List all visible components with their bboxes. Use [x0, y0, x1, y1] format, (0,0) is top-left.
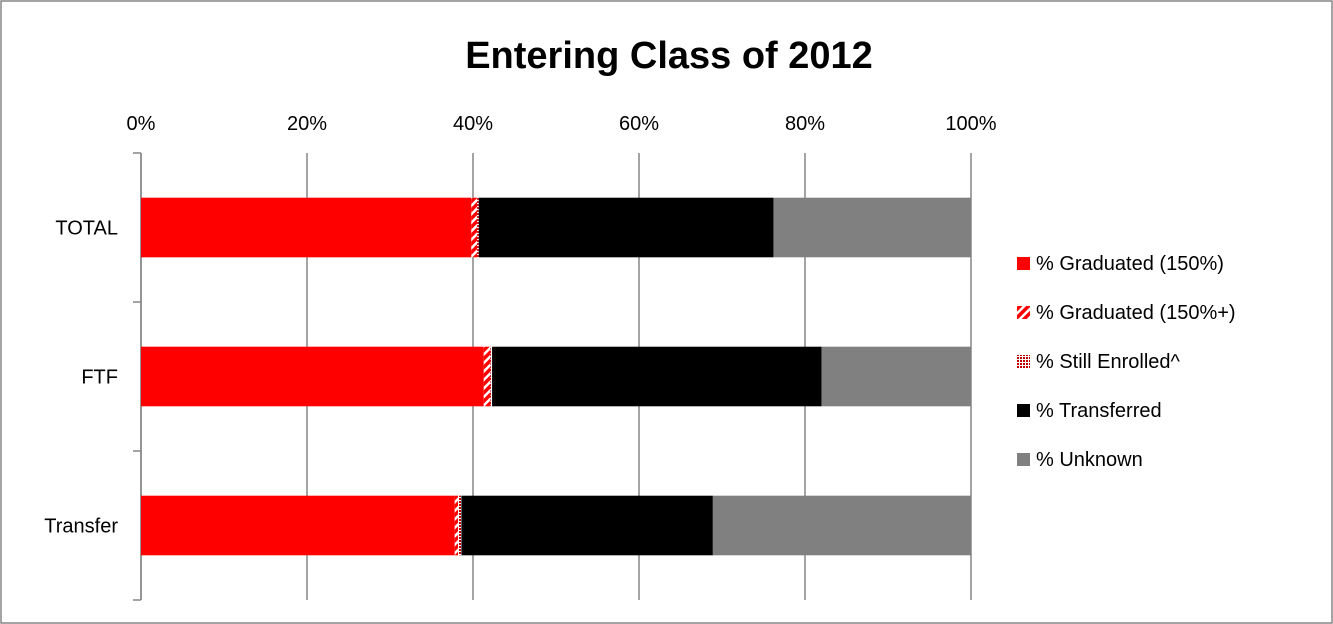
- bar-segment: [141, 197, 472, 258]
- legend-swatch: [1017, 453, 1030, 466]
- x-tick-label: 100%: [945, 113, 996, 135]
- category-label: FTF: [81, 367, 118, 389]
- x-tick-labels: 0% 20% 40% 60% 80% 100%: [127, 113, 997, 135]
- category-label: Transfer: [44, 516, 118, 538]
- legend-label: % Still Enrolled^: [1036, 351, 1181, 373]
- bar-segment: [492, 346, 822, 407]
- x-tick-label: 40%: [453, 113, 493, 135]
- bar-segment: [821, 346, 971, 407]
- legend-label: % Graduated (150%+): [1036, 302, 1236, 324]
- bar-segment: [477, 197, 479, 258]
- bar-segment: [141, 346, 484, 407]
- bars: [141, 197, 971, 556]
- bar-segment: [490, 346, 493, 407]
- category-label: TOTAL: [55, 218, 118, 240]
- legend-swatch: [1017, 257, 1030, 270]
- x-tick-label: 80%: [785, 113, 825, 135]
- bar-segment: [458, 495, 462, 556]
- bar-segment: [141, 495, 455, 556]
- legend-label: % Graduated (150%): [1036, 253, 1224, 275]
- x-tick-label: 0%: [127, 113, 156, 135]
- bar-segment: [454, 495, 459, 556]
- legend-swatch: [1017, 404, 1030, 417]
- bar-segment: [478, 197, 774, 258]
- bar-segment: [712, 495, 971, 556]
- x-tick-label: 60%: [619, 113, 659, 135]
- legend-swatch: [1017, 306, 1030, 319]
- category-labels: TOTAL FTF Transfer: [44, 218, 118, 538]
- bar-segment: [461, 495, 713, 556]
- legend-label: % Unknown: [1036, 449, 1143, 471]
- bar-segment: [483, 346, 491, 407]
- x-tick-label: 20%: [287, 113, 327, 135]
- legend-swatch: [1017, 355, 1030, 368]
- legend-label: % Transferred: [1036, 400, 1162, 422]
- bar-segment: [773, 197, 971, 258]
- legend: % Graduated (150%) % Graduated (150%+) % S…: [1017, 253, 1236, 471]
- chart-title: Entering Class of 2012: [465, 35, 873, 77]
- bar-segment: [471, 197, 478, 258]
